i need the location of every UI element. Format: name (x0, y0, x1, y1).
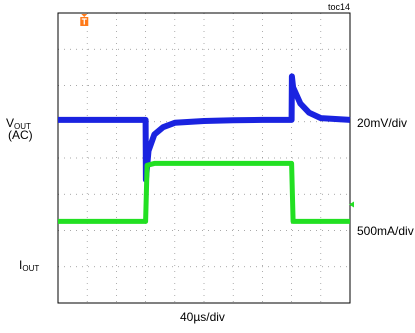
grid (58, 13, 350, 303)
iout-channel-label: IOUT (19, 259, 39, 275)
time-scale-label: 40µs/div (180, 310, 225, 324)
trigger-arrow-icon (81, 14, 88, 17)
channel-level-arrow-icon (349, 201, 354, 208)
vout-label-main: V (6, 116, 15, 130)
vout-channel-label: VOUT (6, 117, 31, 133)
figure-id: toc14 (328, 2, 350, 12)
trigger-letter-icon (81, 18, 87, 25)
plot-frame (57, 12, 351, 304)
markers (80, 14, 354, 208)
vout-ac-label: (AC) (8, 128, 33, 142)
vout-trace (58, 73, 351, 183)
vout-label-sub: OUT (14, 122, 31, 131)
traces (58, 73, 351, 224)
iout-trace (58, 160, 350, 224)
iout-label-sub: OUT (22, 264, 40, 273)
iout-label-main: I (19, 258, 23, 272)
vout-scale-label: 20mV/div (357, 116, 408, 130)
iout-scale-label: 500mA/div (357, 224, 414, 238)
